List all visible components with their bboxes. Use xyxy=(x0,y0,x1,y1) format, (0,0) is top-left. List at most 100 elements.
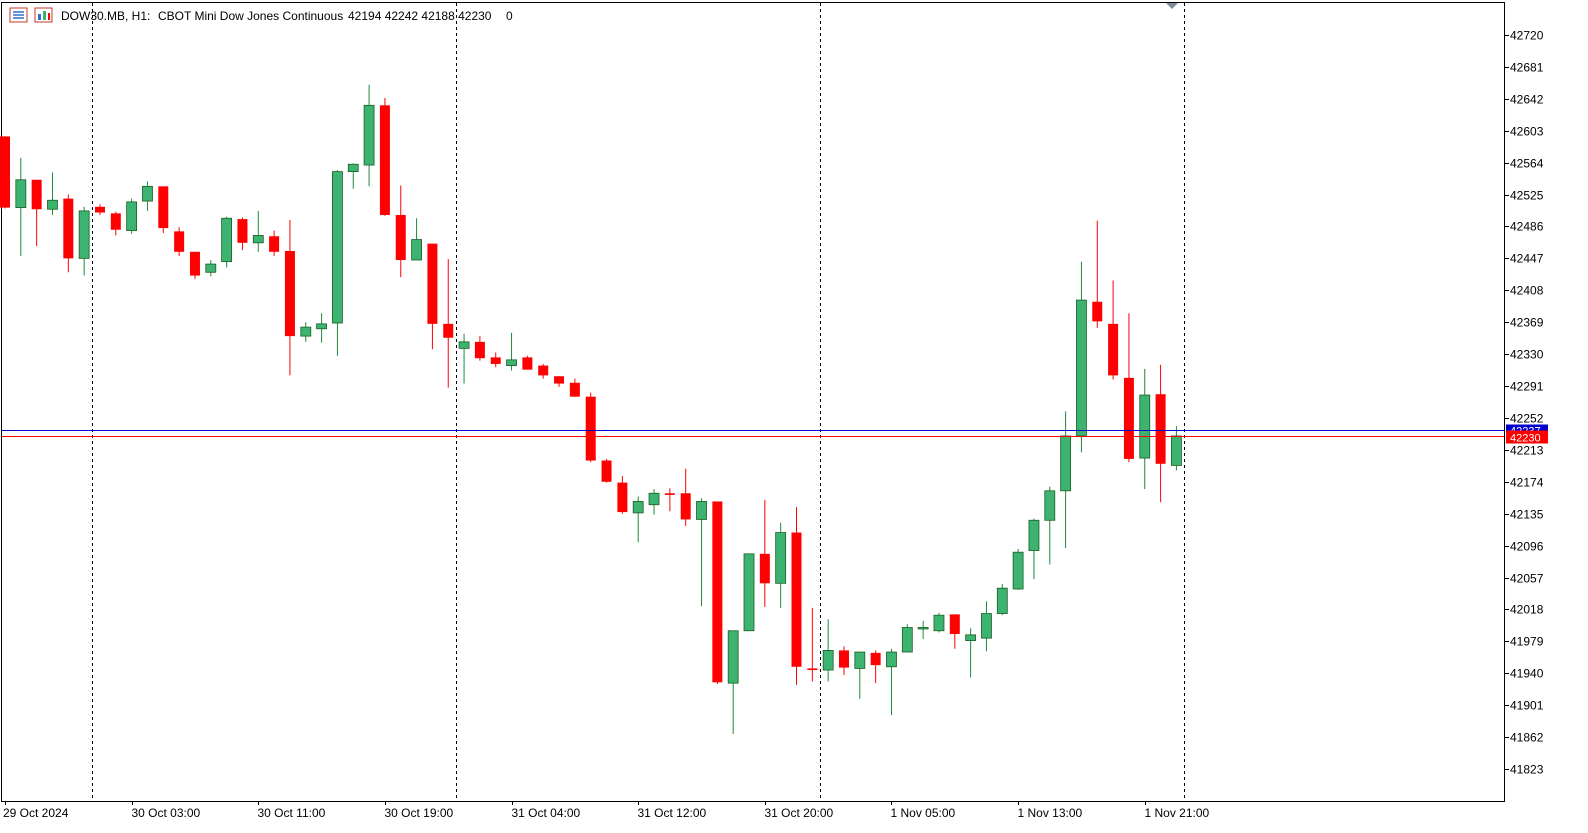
candle xyxy=(759,499,770,608)
candle-body xyxy=(632,501,644,514)
candle xyxy=(174,227,185,256)
chart-type-icon[interactable] xyxy=(34,7,53,23)
candle xyxy=(142,181,153,211)
bid-price-tag-label: 42230 xyxy=(1510,433,1541,445)
candle xyxy=(110,211,121,236)
candle xyxy=(917,620,929,639)
candle xyxy=(15,157,27,256)
candle-body xyxy=(316,323,328,330)
candle-body xyxy=(94,206,105,213)
y-tick-label: 41901 xyxy=(1510,699,1544,713)
candle xyxy=(205,259,217,277)
candle-body xyxy=(917,627,929,630)
header-ohlc: 42194 42242 42188 42230 xyxy=(348,9,492,23)
candle xyxy=(791,507,802,685)
y-tick-label: 42213 xyxy=(1510,444,1544,458)
candle-body xyxy=(237,219,248,243)
candle-body xyxy=(63,198,74,259)
candle xyxy=(601,458,612,483)
candle xyxy=(712,501,723,684)
y-tick-label: 42291 xyxy=(1510,380,1544,394)
candle xyxy=(949,614,960,649)
candle xyxy=(648,489,660,515)
y-tick-label: 41823 xyxy=(1510,763,1544,777)
candle-body xyxy=(870,652,881,666)
chart-menu-icon[interactable] xyxy=(9,7,28,23)
candle-body xyxy=(522,357,533,370)
candle xyxy=(411,218,422,261)
candle-body xyxy=(538,365,549,376)
candle xyxy=(490,352,501,368)
candle-body xyxy=(664,493,675,495)
candle xyxy=(1012,548,1024,590)
candle-body xyxy=(1044,490,1056,521)
candle xyxy=(94,204,105,215)
candle xyxy=(981,601,992,652)
candle-body xyxy=(791,532,802,667)
candle-body xyxy=(490,357,501,364)
candle-body xyxy=(78,210,90,259)
day-separators xyxy=(92,3,1185,801)
candle-body xyxy=(601,460,612,482)
y-tick-label: 42057 xyxy=(1510,572,1544,586)
candle xyxy=(78,206,90,276)
candle xyxy=(1060,411,1072,549)
candle xyxy=(854,651,866,699)
candle xyxy=(522,355,533,370)
candle-body xyxy=(506,359,517,366)
y-tick-label: 42525 xyxy=(1510,189,1544,203)
price-axis[interactable]: 42720 42681 42642 42603 42564 42525 42486 42447… xyxy=(1504,29,1548,777)
candle-body xyxy=(901,627,913,653)
shift-marker-icon[interactable] xyxy=(1166,3,1178,9)
candle xyxy=(775,522,787,608)
candle-body xyxy=(411,239,422,261)
x-tick-label: 1 Nov 13:00 xyxy=(1018,806,1083,820)
candle xyxy=(1092,220,1103,328)
candle-body xyxy=(712,501,723,683)
y-tick-label: 41862 xyxy=(1510,731,1544,745)
candle-body xyxy=(617,482,628,513)
candle-body xyxy=(474,341,485,359)
y-tick-label: 41979 xyxy=(1510,635,1544,649)
candle-body xyxy=(1028,519,1040,551)
candle xyxy=(822,619,834,682)
x-tick-label: 30 Oct 03:00 xyxy=(132,806,201,820)
candle-body xyxy=(854,651,866,669)
candle-body xyxy=(965,634,977,641)
candle-body xyxy=(458,341,470,349)
candle-body xyxy=(174,231,185,252)
candle-body xyxy=(363,104,375,166)
candle-body xyxy=(743,553,755,632)
candle xyxy=(269,230,280,256)
candle xyxy=(933,612,945,633)
candle xyxy=(632,496,644,543)
candle xyxy=(538,363,549,379)
price-lines xyxy=(2,430,1504,437)
bid-price-tag-bg xyxy=(1506,430,1548,444)
candle-body xyxy=(15,179,27,209)
candle-body xyxy=(1123,377,1134,459)
candle-body xyxy=(332,171,343,324)
candle-body xyxy=(1108,323,1119,376)
candle-body xyxy=(47,199,58,210)
candle xyxy=(63,194,74,273)
candle-body xyxy=(585,396,596,461)
y-tick-label: 41940 xyxy=(1510,667,1544,681)
candle xyxy=(680,468,691,526)
candle xyxy=(585,392,596,463)
bid-price-tag: 42230 xyxy=(1506,430,1548,445)
candle xyxy=(965,628,977,678)
candle-body xyxy=(569,382,580,397)
time-axis[interactable]: 29 Oct 2024 30 Oct 03:00 30 Oct 11:00 30 Oc… xyxy=(3,801,1210,820)
header-extra: 0 xyxy=(506,9,513,23)
x-tick-label: 31 Oct 04:00 xyxy=(512,806,581,820)
candle-body xyxy=(1155,394,1166,464)
candle xyxy=(1139,368,1151,490)
candle xyxy=(554,376,565,387)
candle-body xyxy=(126,201,138,231)
candle-body xyxy=(775,532,787,584)
candle-body xyxy=(221,217,233,263)
x-tick-label: 31 Oct 20:00 xyxy=(765,806,834,820)
candle-body xyxy=(1171,435,1182,466)
